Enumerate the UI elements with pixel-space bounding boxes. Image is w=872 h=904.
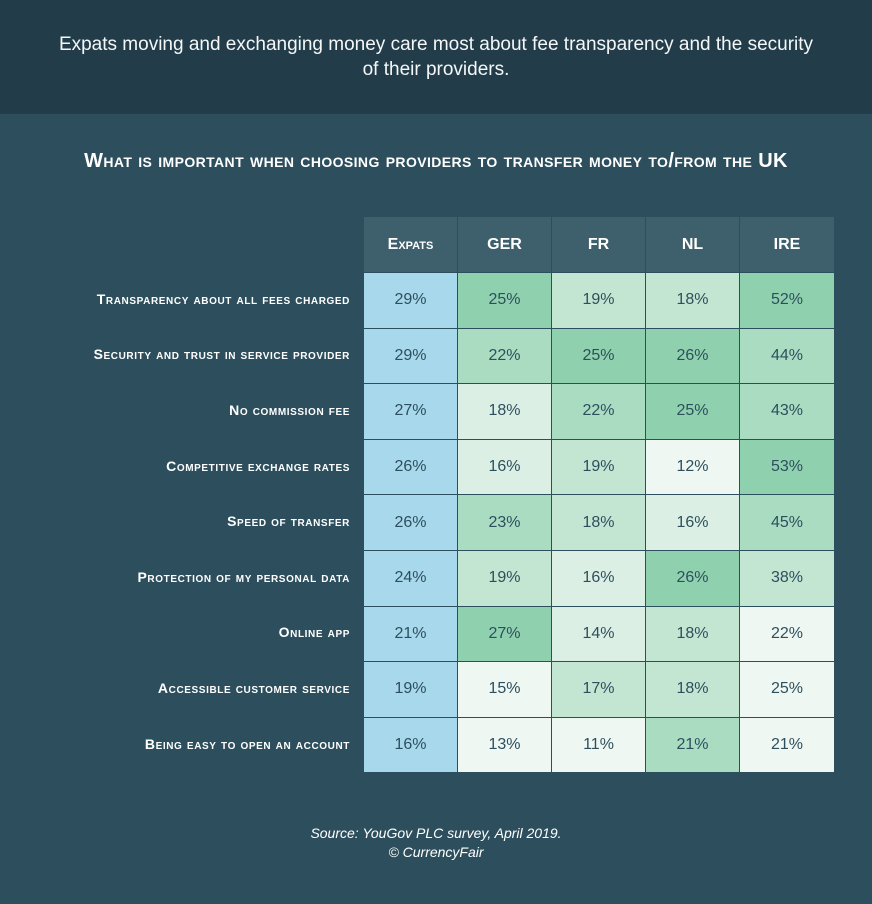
- heatmap-cell: 25%: [458, 272, 552, 328]
- row-label: Accessible customer service: [157, 680, 350, 696]
- heatmap-cell: 19%: [458, 549, 552, 606]
- row-label: Speed of transfer: [227, 513, 350, 530]
- heatmap-cell: 45%: [740, 494, 834, 550]
- heatmap-cell: 15%: [458, 661, 552, 717]
- table-row: 24% 19% 16% 26% 38%: [364, 549, 838, 606]
- source-note: Source: YouGov PLC survey, April 2019. ©…: [0, 824, 872, 862]
- row-label: Security and trust in service provider: [93, 346, 350, 363]
- table-row: 26% 23% 18% 16% 45%: [364, 494, 838, 550]
- header-banner: Expats moving and exchanging money care …: [0, 0, 872, 114]
- heatmap-cell: 27%: [458, 605, 552, 662]
- heatmap-cell: 16%: [646, 494, 740, 550]
- table-row: 29% 25% 19% 18% 52%: [364, 272, 838, 328]
- table-header: Expats GER FR NL IRE: [364, 217, 838, 272]
- table-row: 26% 16% 19% 12% 53%: [364, 438, 838, 495]
- heatmap-cell: 25%: [646, 383, 740, 439]
- heatmap-cell: 17%: [552, 661, 646, 717]
- row-label: Transparency about all fees charged: [96, 290, 350, 307]
- heatmap-cell: 26%: [646, 549, 740, 606]
- heatmap-cell: 16%: [364, 716, 458, 773]
- heatmap-cell: 12%: [646, 438, 740, 495]
- heatmap-table: Expats GER FR NL IRE 29% 25% 19% 18% 52% 29% 22% 25…: [364, 217, 838, 773]
- column-header-fr: FR: [552, 217, 646, 272]
- heatmap-cell: 53%: [740, 438, 834, 495]
- table-row: 29% 22% 25% 26% 44%: [364, 327, 838, 384]
- row-label: Being easy to open an account: [144, 735, 350, 752]
- heatmap-cell: 26%: [364, 494, 458, 550]
- row-label: No commission fee: [229, 402, 350, 418]
- heatmap-cell: 26%: [364, 438, 458, 495]
- heatmap-cell: 18%: [646, 661, 740, 717]
- heatmap-cell: 22%: [552, 383, 646, 439]
- heatmap-cell: 11%: [552, 716, 646, 773]
- heatmap-cell: 52%: [740, 272, 834, 328]
- heatmap-cell: 21%: [740, 716, 834, 773]
- column-header-nl: NL: [646, 217, 740, 272]
- heatmap-cell: 19%: [364, 661, 458, 717]
- table-row: 16% 13% 11% 21% 21%: [364, 716, 838, 773]
- heatmap-cell: 21%: [646, 716, 740, 773]
- heatmap-cell: 18%: [552, 494, 646, 550]
- heatmap-cell: 43%: [740, 383, 834, 439]
- heatmap-cell: 18%: [646, 272, 740, 328]
- heatmap-cell: 22%: [740, 605, 834, 662]
- heatmap-cell: 16%: [458, 438, 552, 495]
- heatmap-cell: 44%: [740, 327, 834, 384]
- heatmap-cell: 29%: [364, 327, 458, 384]
- column-header-expats: Expats: [364, 217, 458, 272]
- column-header-ire: IRE: [740, 217, 834, 272]
- heatmap-cell: 18%: [646, 605, 740, 662]
- source-line: Source: YouGov PLC survey, April 2019.: [310, 825, 562, 841]
- copyright-line: © CurrencyFair: [388, 844, 484, 860]
- heatmap-cell: 19%: [552, 272, 646, 328]
- heatmap-cell: 13%: [458, 716, 552, 773]
- heatmap-cell: 25%: [740, 661, 834, 717]
- table-row: 19% 15% 17% 18% 25%: [364, 661, 838, 717]
- heatmap-cell: 29%: [364, 272, 458, 328]
- heatmap-cell: 22%: [458, 327, 552, 384]
- row-label: Online app: [278, 624, 350, 641]
- heatmap-cell: 23%: [458, 494, 552, 550]
- heatmap-cell: 38%: [740, 549, 834, 606]
- heatmap-cell: 25%: [552, 327, 646, 384]
- heatmap-cell: 24%: [364, 549, 458, 606]
- heatmap-cell: 26%: [646, 327, 740, 384]
- heatmap-cell: 19%: [552, 438, 646, 495]
- heatmap-cell: 27%: [364, 383, 458, 439]
- row-label: Competitive exchange rates: [166, 457, 350, 474]
- table-row: 27% 18% 22% 25% 43%: [364, 383, 838, 439]
- column-header-ger: GER: [458, 217, 552, 272]
- heatmap-cell: 14%: [552, 605, 646, 662]
- heatmap-cell: 21%: [364, 605, 458, 662]
- heatmap-cell: 18%: [458, 383, 552, 439]
- table-row: 21% 27% 14% 18% 22%: [364, 605, 838, 662]
- table-body: 29% 25% 19% 18% 52% 29% 22% 25% 26% 44% 27% 18% 22% 2…: [364, 272, 838, 773]
- chart-title: What is important when choosing provider…: [84, 150, 788, 172]
- row-label: Protection of my personal data: [137, 568, 350, 585]
- header-text: Expats moving and exchanging money care …: [58, 34, 814, 80]
- heatmap-cell: 16%: [552, 549, 646, 606]
